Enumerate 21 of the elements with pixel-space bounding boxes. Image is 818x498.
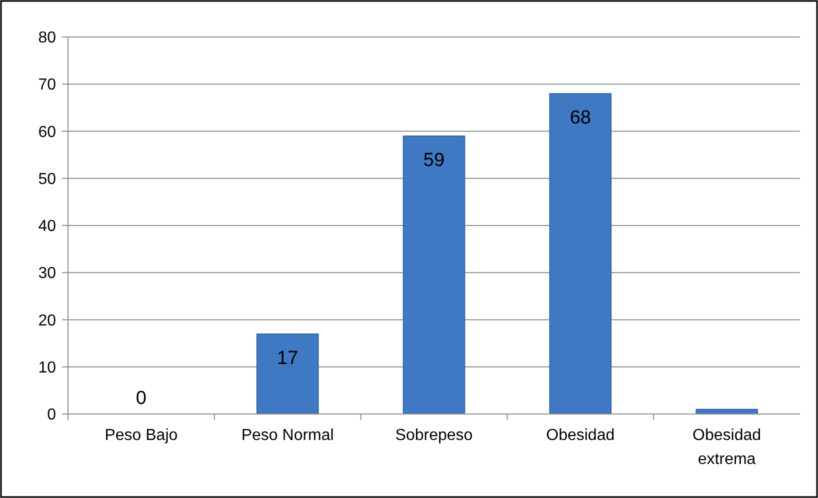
- y-tick-label: 80: [38, 30, 56, 47]
- x-tick-label: Peso Bajo: [104, 426, 179, 446]
- y-tick-label: 0: [47, 406, 56, 424]
- data-label: 17: [277, 348, 298, 369]
- y-tick-label: 70: [38, 76, 56, 94]
- data-label: 59: [423, 150, 445, 171]
- data-label: 0: [136, 388, 146, 409]
- x-tick-label: Obesidad extrema: [692, 426, 762, 470]
- y-tick-label: 60: [38, 124, 56, 141]
- y-tick-label: 30: [38, 265, 56, 282]
- data-label: 68: [570, 108, 591, 129]
- x-tick-label: Sobrepeso: [394, 426, 474, 446]
- bar: [549, 93, 612, 414]
- y-tick-label: 40: [38, 218, 56, 236]
- bar: [402, 136, 466, 414]
- x-tick-label: Obesidad: [545, 426, 616, 446]
- y-tick-label: 10: [38, 359, 56, 376]
- y-tick-label: 20: [38, 312, 56, 330]
- bar: [256, 333, 319, 414]
- y-tick-label: 50: [38, 170, 56, 188]
- x-tick-label: Peso Normal: [240, 426, 335, 446]
